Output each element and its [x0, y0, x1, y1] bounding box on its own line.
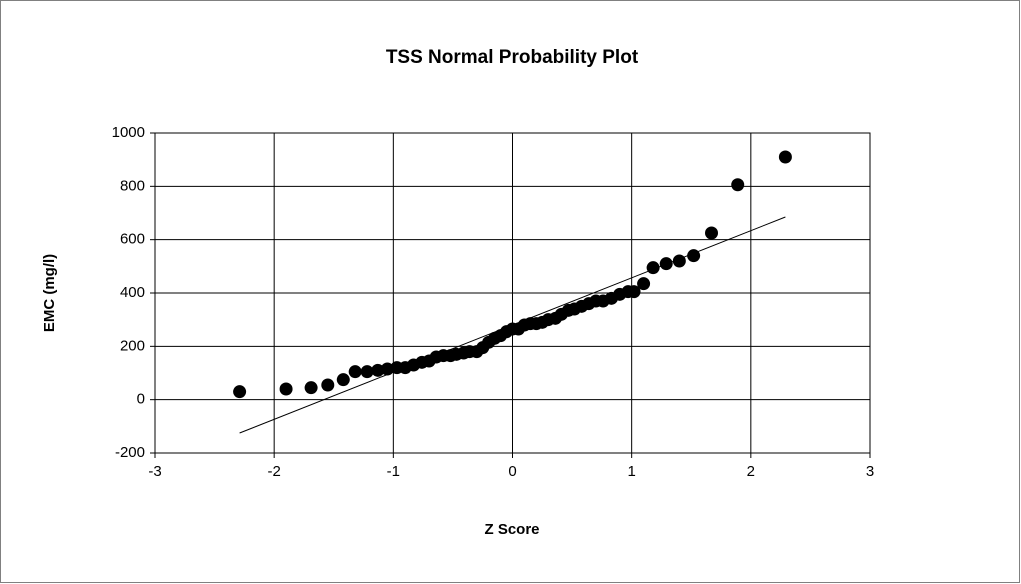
point [627, 285, 641, 299]
x-tick-label: -2 [267, 463, 280, 480]
point [348, 365, 362, 379]
y-tick-label: 800 [120, 177, 145, 194]
point [233, 385, 247, 399]
chart-title: TSS Normal Probability Plot [386, 47, 639, 68]
point [360, 365, 374, 379]
x-axis-title: Z Score [484, 521, 539, 538]
x-tick-label: 3 [866, 463, 874, 480]
point [279, 382, 293, 396]
point [705, 226, 719, 240]
point [778, 150, 792, 164]
fit-line [239, 216, 786, 434]
point [731, 178, 745, 192]
y-tick-label: 1000 [112, 124, 145, 141]
y-tick-label: 0 [137, 391, 145, 408]
x-tick-label: 1 [627, 463, 635, 480]
y-axis-title: EMC (mg/l) [41, 254, 58, 332]
y-tick-label: 600 [120, 231, 145, 248]
y-tick-label: 400 [120, 284, 145, 301]
x-tick-label: -3 [148, 463, 161, 480]
point [371, 363, 385, 377]
point [637, 277, 651, 291]
y-tick-label: -200 [115, 444, 145, 461]
point [304, 381, 318, 395]
x-tick-label: 2 [747, 463, 755, 480]
point [321, 378, 335, 392]
x-tick-label: -1 [387, 463, 400, 480]
point [336, 373, 350, 387]
y-tick-label: 200 [120, 337, 145, 354]
point [380, 362, 394, 376]
plot-border [154, 132, 871, 454]
x-tick-label: 0 [508, 463, 516, 480]
